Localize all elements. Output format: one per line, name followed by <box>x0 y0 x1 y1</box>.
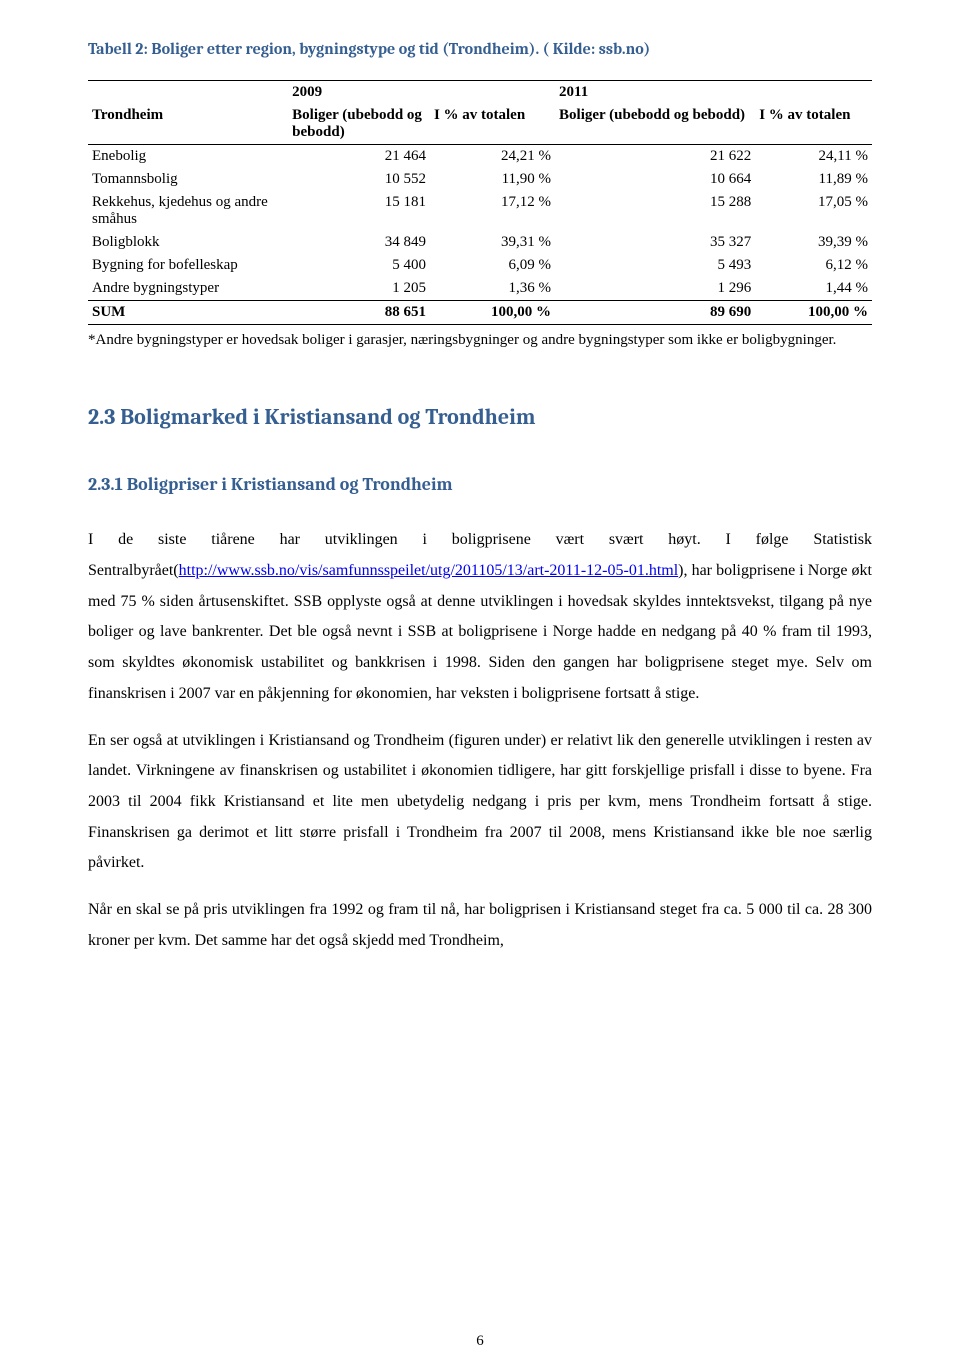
cell: 39,31 % <box>430 231 555 254</box>
col-boliger-b: Boliger (ubebodd og bebodd) <box>555 104 755 145</box>
ssb-link[interactable]: http://www.ssb.no/vis/samfunnsspeilet/ut… <box>179 562 679 579</box>
p1-text-b: ), har boligprisene i Norge økt med 75 %… <box>88 562 872 702</box>
cell: 11,89 % <box>755 168 872 191</box>
table-row: Boligblokk 34 849 39,31 % 35 327 39,39 % <box>88 231 872 254</box>
cell: 39,39 % <box>755 231 872 254</box>
cell: 17,12 % <box>430 191 555 231</box>
cell: 24,11 % <box>755 145 872 169</box>
table-row: Bygning for bofelleskap 5 400 6,09 % 5 4… <box>88 254 872 277</box>
sum-cell: 89 690 <box>555 301 755 325</box>
paragraph-1: I de siste tiårene har utviklingen i bol… <box>88 525 872 709</box>
table-sum-row: SUM 88 651 100,00 % 89 690 100,00 % <box>88 301 872 325</box>
year-2009-header: 2009 <box>288 81 430 105</box>
page-number: 6 <box>0 1333 960 1350</box>
page: Tabell 2: Boliger etter region, bygnings… <box>0 0 960 1370</box>
cell: 15 288 <box>555 191 755 231</box>
year-2011-header: 2011 <box>555 81 755 105</box>
cell: 1 296 <box>555 277 755 301</box>
cell: 34 849 <box>288 231 430 254</box>
cell: 17,05 % <box>755 191 872 231</box>
table-label-row: Trondheim Boliger (ubebodd og bebodd) I … <box>88 104 872 145</box>
sum-cell: 100,00 % <box>430 301 555 325</box>
sum-label: SUM <box>88 301 288 325</box>
row-label: Rekkehus, kjedehus og andre småhus <box>88 191 288 231</box>
table-year-row: 2009 2011 <box>88 81 872 105</box>
table-row: Enebolig 21 464 24,21 % 21 622 24,11 % <box>88 145 872 169</box>
cell: 10 552 <box>288 168 430 191</box>
cell: 11,90 % <box>430 168 555 191</box>
data-table: 2009 2011 Trondheim Boliger (ubebodd og … <box>88 80 872 325</box>
cell: 1,44 % <box>755 277 872 301</box>
sum-cell: 100,00 % <box>755 301 872 325</box>
cell: 21 622 <box>555 145 755 169</box>
table-title: Tabell 2: Boliger etter region, bygnings… <box>88 40 872 58</box>
row-label: Tomannsbolig <box>88 168 288 191</box>
paragraph-3: Når en skal se på pris utviklingen fra 1… <box>88 895 872 956</box>
row-label: Bygning for bofelleskap <box>88 254 288 277</box>
col-boliger-a: Boliger (ubebodd og bebodd) <box>288 104 430 145</box>
row-label: Andre bygningstyper <box>88 277 288 301</box>
table-row: Andre bygningstyper 1 205 1,36 % 1 296 1… <box>88 277 872 301</box>
cell: 24,21 % <box>430 145 555 169</box>
heading-2-3: 2.3 Boligmarked i Kristiansand og Trondh… <box>88 404 872 430</box>
cell: 21 464 <box>288 145 430 169</box>
cell: 1,36 % <box>430 277 555 301</box>
table-row: Rekkehus, kjedehus og andre småhus 15 18… <box>88 191 872 231</box>
table-row: Tomannsbolig 10 552 11,90 % 10 664 11,89… <box>88 168 872 191</box>
region-header: Trondheim <box>88 104 288 145</box>
cell: 5 400 <box>288 254 430 277</box>
sum-cell: 88 651 <box>288 301 430 325</box>
row-label: Enebolig <box>88 145 288 169</box>
heading-2-3-1: 2.3.1 Boligpriser i Kristiansand og Tron… <box>88 474 872 495</box>
cell: 35 327 <box>555 231 755 254</box>
row-label: Boligblokk <box>88 231 288 254</box>
cell: 5 493 <box>555 254 755 277</box>
col-pct-a: I % av totalen <box>430 104 555 145</box>
cell: 6,12 % <box>755 254 872 277</box>
col-pct-b: I % av totalen <box>755 104 872 145</box>
cell: 10 664 <box>555 168 755 191</box>
table-footnote: *Andre bygningstyper er hovedsak boliger… <box>88 329 872 352</box>
paragraph-2: En ser også at utviklingen i Kristiansan… <box>88 726 872 880</box>
cell: 6,09 % <box>430 254 555 277</box>
cell: 15 181 <box>288 191 430 231</box>
cell: 1 205 <box>288 277 430 301</box>
